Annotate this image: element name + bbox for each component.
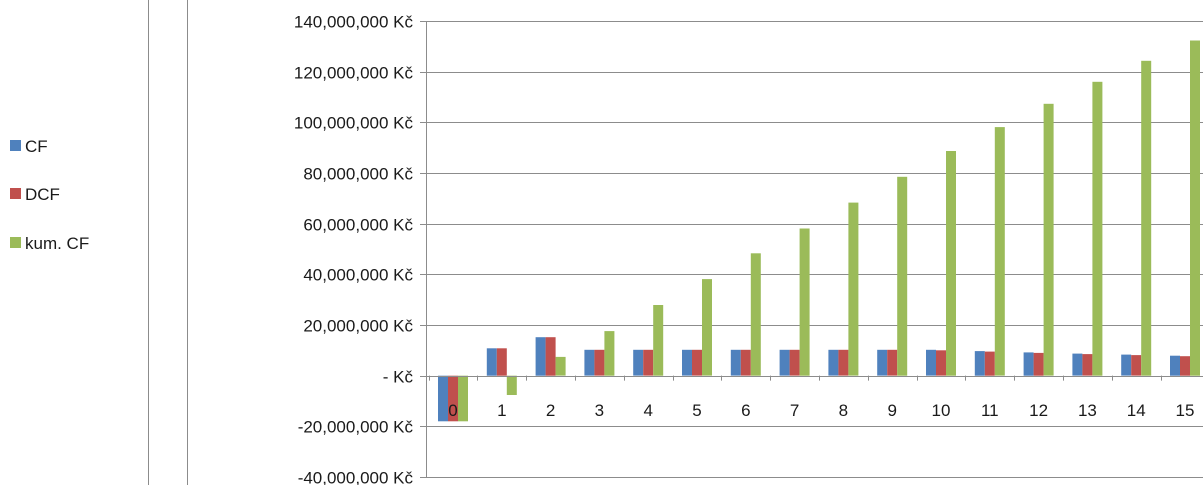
bar <box>730 349 741 376</box>
legend-swatch <box>10 188 21 199</box>
bar <box>584 349 595 376</box>
bar <box>555 356 566 376</box>
x-tick-label: 6 <box>741 401 750 420</box>
bar <box>458 375 468 422</box>
y-tick-label: - Kč <box>383 368 414 387</box>
y-tick-label: -20,000,000 Kč <box>298 418 414 437</box>
bar <box>535 337 546 376</box>
bar <box>974 351 985 376</box>
x-tick-label: 0 <box>448 401 457 420</box>
x-tick-label: 14 <box>1127 401 1146 420</box>
x-tick-label: 9 <box>887 401 896 420</box>
bar <box>1180 356 1190 376</box>
bar <box>545 337 556 376</box>
bar <box>740 349 751 376</box>
bar <box>594 349 605 376</box>
bars <box>438 40 1200 422</box>
bar <box>1082 354 1093 376</box>
x-tick-label: 7 <box>790 401 799 420</box>
x-tick-label: 15 <box>1176 401 1195 420</box>
bar <box>789 349 800 376</box>
bar <box>1170 355 1180 376</box>
y-tick-label: 20,000,000 Kč <box>303 317 413 336</box>
bar <box>799 228 810 376</box>
y-tick-label: 100,000,000 Kč <box>294 114 414 133</box>
x-tick-label: 5 <box>692 401 701 420</box>
bar <box>848 202 859 376</box>
bar <box>828 349 839 376</box>
bar <box>633 349 644 376</box>
bar <box>750 253 761 376</box>
bar <box>984 351 995 376</box>
bar <box>1121 354 1132 376</box>
legend-label: kum. CF <box>25 234 89 253</box>
x-tick-label: 11 <box>981 401 999 420</box>
x-tick-label: 8 <box>839 401 848 420</box>
bar <box>692 349 702 376</box>
bar <box>877 349 888 376</box>
legend-swatch <box>10 140 21 151</box>
x-tick-label: 4 <box>643 401 652 420</box>
y-axis: -40,000,000 Kč -20,000,000 Kč - Kč 20,000,0… <box>294 13 427 485</box>
x-tick-label: 12 <box>1029 401 1048 420</box>
bar <box>838 349 849 376</box>
bar <box>1092 81 1103 376</box>
bar <box>887 349 898 376</box>
bar <box>506 375 517 395</box>
bar <box>1190 40 1200 376</box>
x-axis: 0 1 2 3 4 5 6 7 8 9 10 11 12 13 14 15 <box>426 375 1203 420</box>
y-tick-label: -40,000,000 Kč <box>298 469 414 485</box>
bar <box>994 127 1005 376</box>
x-tick-label: 2 <box>546 401 555 420</box>
bar <box>702 279 712 376</box>
bar <box>604 331 615 376</box>
bar <box>926 349 936 376</box>
x-tick-label: 13 <box>1078 401 1097 420</box>
legend-label: CF <box>25 137 48 156</box>
bar <box>1043 103 1054 376</box>
y-tick-label: 140,000,000 Kč <box>294 13 414 32</box>
x-tick-label: 1 <box>497 401 506 420</box>
bar <box>1033 352 1044 376</box>
y-tick-label: 60,000,000 Kč <box>303 216 413 235</box>
bar <box>936 350 946 376</box>
bar <box>486 348 497 376</box>
x-tick-label: 10 <box>932 401 951 420</box>
bar <box>1072 353 1083 376</box>
x-tick-label: 3 <box>595 401 604 420</box>
y-tick-label: 40,000,000 Kč <box>303 266 413 285</box>
bar <box>682 349 692 376</box>
bar <box>496 348 507 376</box>
y-tick-label: 80,000,000 Kč <box>303 165 413 184</box>
bar <box>653 305 664 376</box>
bar <box>779 349 790 376</box>
bar <box>1131 355 1142 376</box>
bar <box>946 151 956 376</box>
legend: CF DCF kum. CF <box>10 137 89 253</box>
bar <box>448 375 458 422</box>
bar <box>1141 60 1152 376</box>
bar <box>643 349 654 376</box>
legend-swatch <box>10 237 21 248</box>
bar <box>438 375 448 422</box>
bar <box>1023 352 1034 376</box>
legend-label: DCF <box>25 185 60 204</box>
bar <box>897 176 908 376</box>
y-tick-label: 120,000,000 Kč <box>294 64 414 83</box>
